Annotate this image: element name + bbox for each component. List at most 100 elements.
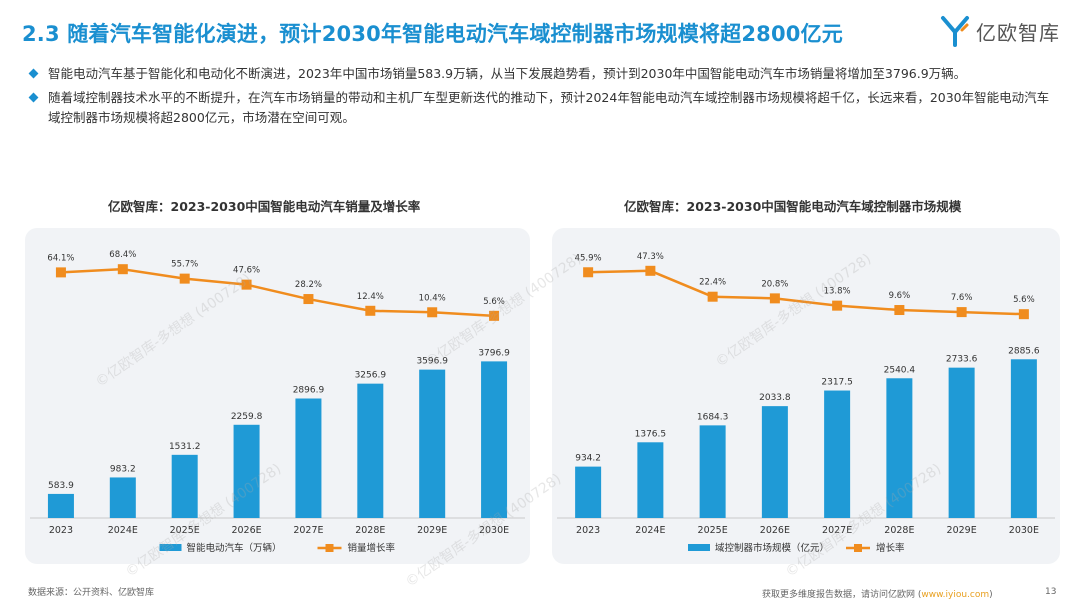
line-value-label: 10.4%: [419, 293, 446, 303]
bar: [761, 406, 788, 518]
bar-value-label: 2259.8: [231, 412, 263, 422]
chart-title-market: 亿欧智库：2023-2030中国智能电动汽车域控制器市场规模: [624, 199, 962, 214]
bar: [1010, 359, 1037, 518]
x-tick-label: 2027E: [293, 525, 323, 536]
line-point: [645, 265, 656, 276]
legend-bar-swatch: [159, 544, 182, 551]
x-tick-label: 2030E: [479, 525, 509, 536]
bullet-item: 智能电动汽车基于智能化和电动化不断演进，2023年中国市场销量583.9万辆，从…: [28, 64, 1058, 84]
legend-bar-label: 域控制器市场规模（亿元）: [715, 542, 829, 554]
line-point: [769, 293, 780, 304]
bar: [699, 425, 726, 518]
line-point: [241, 279, 252, 290]
x-tick-label: 2028E: [355, 525, 385, 536]
bar-value-label: 1684.3: [697, 412, 729, 422]
bar-value-label: 983.2: [110, 464, 136, 474]
x-tick-label: 2023: [49, 525, 73, 536]
market-chart: 934.2 2023 1376.5 2024E 1684.3 2025E 2033.8 202…: [557, 252, 1055, 554]
bar: [171, 454, 198, 518]
bar-value-label: 1376.5: [635, 429, 667, 439]
footer-more-info: 获取更多维度报告数据，请访问亿欧网 (www.iyiou.com): [762, 590, 993, 600]
bar: [637, 442, 664, 518]
legend-line-label: 增长率: [876, 542, 905, 554]
bar: [109, 477, 136, 518]
bar: [233, 424, 260, 518]
brand-name: 亿欧智库: [976, 20, 1060, 45]
line-value-label: 20.8%: [761, 279, 788, 289]
line-point: [303, 294, 314, 305]
line-value-label: 55.7%: [171, 260, 198, 270]
line-value-label: 64.1%: [47, 253, 74, 263]
growth-line: [588, 269, 1024, 316]
yiou-logo-icon: [941, 16, 969, 47]
x-tick-label: 2030E: [1009, 525, 1039, 536]
line-point: [894, 305, 905, 316]
bar: [357, 383, 384, 518]
line-value-label: 13.8%: [824, 287, 851, 297]
chart-panel-sales: 583.9 2023 983.2 2024E 1531.2 2025E 2259.8 2026…: [25, 228, 530, 564]
brand-logo: 亿欧智库: [940, 14, 1060, 48]
bar: [295, 398, 322, 518]
chart-title-sales: 亿欧智库：2023-2030中国智能电动汽车销量及增长率: [108, 199, 421, 214]
line-point: [956, 307, 967, 318]
line-point: [365, 305, 376, 316]
x-tick-label: 2023: [576, 525, 600, 536]
footer-more-text: 获取更多维度报告数据，请访问亿欧网: [762, 590, 916, 600]
chart-panel-market: 934.2 2023 1376.5 2024E 1684.3 2025E 2033.8 202…: [552, 228, 1060, 564]
legend-line-label: 销量增长率: [348, 542, 396, 554]
bar-value-label: 2733.6: [946, 355, 978, 365]
bar-value-label: 3796.9: [478, 348, 510, 358]
page-number: 13: [1045, 587, 1057, 597]
growth-line: [60, 267, 495, 318]
line-value-label: 7.6%: [951, 293, 973, 303]
data-source: 数据来源：公开资料、亿欧智库: [28, 588, 155, 598]
bar: [575, 466, 602, 518]
line-point: [832, 300, 843, 311]
x-tick-label: 2026E: [760, 525, 790, 536]
line-value-label: 47.3%: [637, 252, 664, 262]
x-tick-label: 2026E: [231, 525, 261, 536]
bar-value-label: 2033.8: [759, 393, 791, 403]
x-tick-label: 2024E: [635, 525, 665, 536]
bar: [948, 367, 975, 518]
page-title: 2.3 随着汽车智能化演进，预计2030年智能电动汽车域控制器市场规模将超280…: [22, 22, 844, 46]
line-point: [117, 264, 128, 275]
bar-value-label: 583.9: [48, 481, 74, 491]
line-value-label: 28.2%: [295, 280, 322, 290]
summary-bullets: 智能电动汽车基于智能化和电动化不断演进，2023年中国市场销量583.9万辆，从…: [28, 64, 1058, 132]
line-value-label: 5.6%: [1013, 295, 1035, 305]
bar: [824, 390, 851, 518]
line-value-label: 68.4%: [109, 250, 136, 260]
legend-bar-swatch: [688, 544, 710, 551]
bullet-item: 随着域控制器技术水平的不断提升，在汽车市场销量的带动和主机厂车型更新迭代的推动下…: [28, 88, 1058, 128]
sales-chart: 583.9 2023 983.2 2024E 1531.2 2025E 2259.8 2026…: [30, 250, 525, 554]
legend-bar-label: 智能电动汽车（万辆）: [187, 542, 282, 554]
line-point: [583, 267, 594, 278]
line-point: [427, 307, 438, 318]
bar-value-label: 934.2: [575, 454, 601, 464]
x-tick-label: 2024E: [108, 525, 138, 536]
x-tick-label: 2027E: [822, 525, 852, 536]
bar: [419, 369, 446, 518]
line-value-label: 45.9%: [575, 253, 602, 263]
line-value-label: 5.6%: [483, 297, 505, 307]
x-tick-label: 2025E: [698, 525, 728, 536]
line-value-label: 9.6%: [889, 291, 911, 301]
bar-value-label: 1531.2: [169, 442, 201, 452]
website-link[interactable]: www.iyiou.com: [921, 590, 990, 600]
bar-value-label: 2317.5: [821, 378, 853, 388]
bar-value-label: 2896.9: [293, 386, 325, 396]
bar-value-label: 2885.6: [1008, 346, 1040, 356]
bar-value-label: 3596.9: [416, 357, 448, 367]
line-point: [179, 273, 190, 284]
line-point: [489, 310, 500, 321]
x-tick-label: 2028E: [884, 525, 914, 536]
line-value-label: 12.4%: [357, 292, 384, 302]
legend-line-marker: [325, 544, 334, 552]
legend-line-marker: [854, 544, 862, 552]
x-tick-label: 2025E: [170, 525, 200, 536]
line-point: [707, 291, 718, 302]
bar-value-label: 3256.9: [355, 371, 387, 381]
bar: [47, 493, 74, 518]
line-value-label: 22.4%: [699, 278, 726, 288]
